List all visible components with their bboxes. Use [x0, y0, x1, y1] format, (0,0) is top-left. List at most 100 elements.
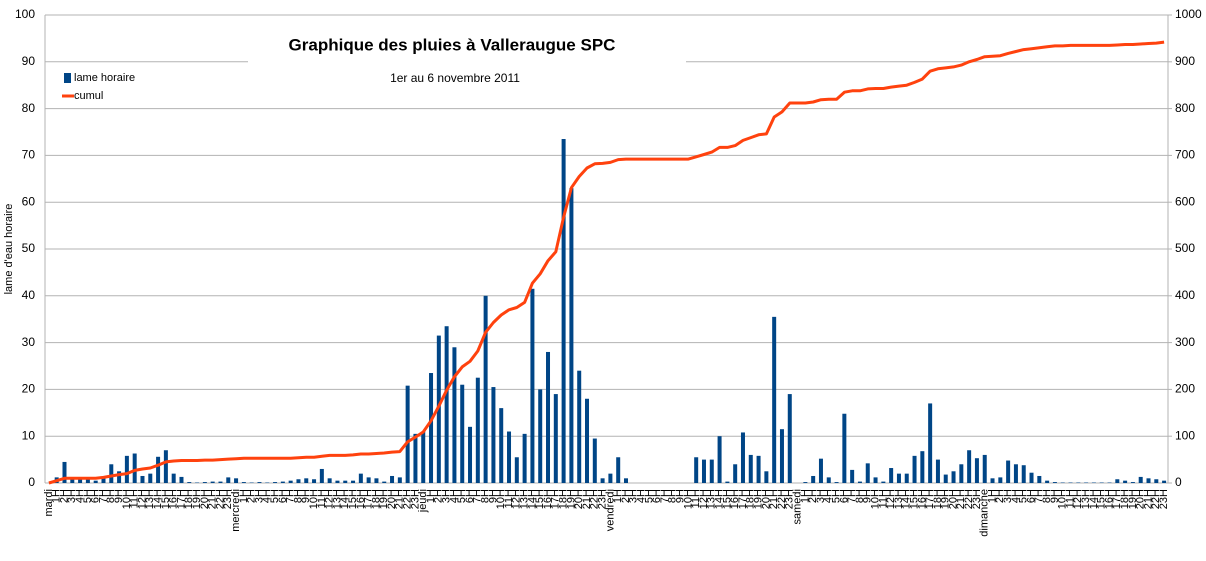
- bar: [78, 479, 83, 483]
- x-tick-label: 10H: [682, 489, 694, 509]
- bar: [101, 478, 106, 483]
- x-tick-label: 5H: [1018, 489, 1030, 503]
- bar: [319, 468, 324, 483]
- x-tick-label: 4H: [74, 489, 86, 503]
- chart-subtitle: 1er au 6 novembre 2011: [390, 71, 520, 85]
- x-tick-label: 23H: [597, 489, 609, 509]
- bar: [553, 394, 558, 483]
- x-tick-label: 12H: [511, 489, 523, 509]
- bar: [202, 482, 207, 483]
- x-tick-label: 12H: [885, 489, 897, 509]
- bar: [748, 454, 753, 483]
- x-tick-label: 4H: [636, 489, 648, 503]
- bar: [132, 453, 137, 483]
- bar: [382, 481, 387, 483]
- x-tick-label: samedi: [791, 489, 803, 524]
- x-tick-label: 10H: [121, 489, 133, 509]
- y2-tick-label: 300: [1175, 335, 1195, 349]
- bar: [483, 295, 488, 483]
- bar: [998, 477, 1003, 483]
- bar: [709, 459, 714, 483]
- bar: [974, 458, 979, 483]
- x-tick-label: 4H: [823, 489, 835, 503]
- bar: [873, 477, 878, 483]
- bar: [444, 326, 449, 483]
- x-tick-label: 9H: [487, 489, 499, 503]
- x-tick-label: 2H: [620, 489, 632, 503]
- x-tick-label: 20H: [573, 489, 585, 509]
- x-tick-label: 5H: [456, 489, 468, 503]
- bar: [1130, 482, 1135, 483]
- x-tick-label: 19H: [191, 489, 203, 509]
- x-tick-label: 3H: [1002, 489, 1014, 503]
- bar: [865, 463, 870, 483]
- bar: [234, 478, 239, 483]
- x-tick-label: 8H: [480, 489, 492, 503]
- bar: [460, 384, 465, 483]
- y2-tick-label: 500: [1175, 241, 1195, 255]
- x-tick-label: 17H: [737, 489, 749, 509]
- bar: [803, 482, 808, 483]
- x-tick-label: 4H: [448, 489, 460, 503]
- bar: [943, 474, 948, 483]
- bar: [717, 436, 722, 483]
- y-tick-label: 60: [22, 194, 36, 208]
- bar: [397, 477, 402, 483]
- x-tick-label: 16H: [542, 489, 554, 509]
- x-tick-label: 4H: [1010, 489, 1022, 503]
- x-tick-label: 6H: [1025, 489, 1037, 503]
- bar: [569, 188, 574, 483]
- x-tick-label: 22H: [776, 489, 788, 509]
- x-tick-label: 21H: [207, 489, 219, 509]
- x-tick-label: 8H: [667, 489, 679, 503]
- x-tick-label: 5H: [830, 489, 842, 503]
- bar: [577, 370, 582, 483]
- x-tick-label: 22H: [963, 489, 975, 509]
- bar: [117, 471, 122, 483]
- bar: [475, 377, 480, 483]
- x-tick-label: 23H: [971, 489, 983, 509]
- bar: [257, 482, 262, 483]
- x-tick-label: 6H: [651, 489, 663, 503]
- x-tick-label: 3H: [253, 489, 265, 503]
- x-tick-label: 19H: [940, 489, 952, 509]
- x-tick-label: 21H: [394, 489, 406, 509]
- bar: [1138, 476, 1143, 483]
- x-tick-label: 9H: [1049, 489, 1061, 503]
- x-tick-label: 14H: [901, 489, 913, 509]
- y-tick-label: 0: [28, 475, 35, 489]
- x-tick-label: 7H: [1033, 489, 1045, 503]
- x-tick-label: 21H: [768, 489, 780, 509]
- bar: [764, 471, 769, 483]
- x-tick-label: 14H: [526, 489, 538, 509]
- y2-tick-label: 700: [1175, 148, 1195, 162]
- y2-tick-label: 900: [1175, 54, 1195, 68]
- bar: [928, 403, 933, 483]
- x-tick-label: 3H: [815, 489, 827, 503]
- bar: [616, 457, 621, 483]
- bar: [351, 480, 356, 483]
- bar: [421, 431, 426, 483]
- x-tick-label: 19H: [752, 489, 764, 509]
- bar: [468, 426, 473, 483]
- x-tick-label: vendredi: [604, 489, 616, 531]
- bar: [148, 473, 153, 483]
- x-tick-label: 8H: [854, 489, 866, 503]
- x-tick-label: 16H: [729, 489, 741, 509]
- x-tick-label: 14H: [152, 489, 164, 509]
- x-tick-label: 8H: [292, 489, 304, 503]
- x-tick-label: 22H: [589, 489, 601, 509]
- bar: [304, 478, 309, 483]
- bar: [312, 479, 317, 483]
- x-tick-label: 13H: [706, 489, 718, 509]
- bar: [163, 450, 168, 483]
- x-tick-label: 6H: [90, 489, 102, 503]
- x-tick-label: 13H: [1080, 489, 1092, 509]
- bar: [904, 473, 909, 483]
- x-tick-label: 5H: [269, 489, 281, 503]
- x-tick-label: 13H: [893, 489, 905, 509]
- x-tick-label: 22H: [1150, 489, 1162, 509]
- x-tick-label: 23H: [784, 489, 796, 509]
- bar: [826, 477, 831, 483]
- bar: [288, 480, 293, 483]
